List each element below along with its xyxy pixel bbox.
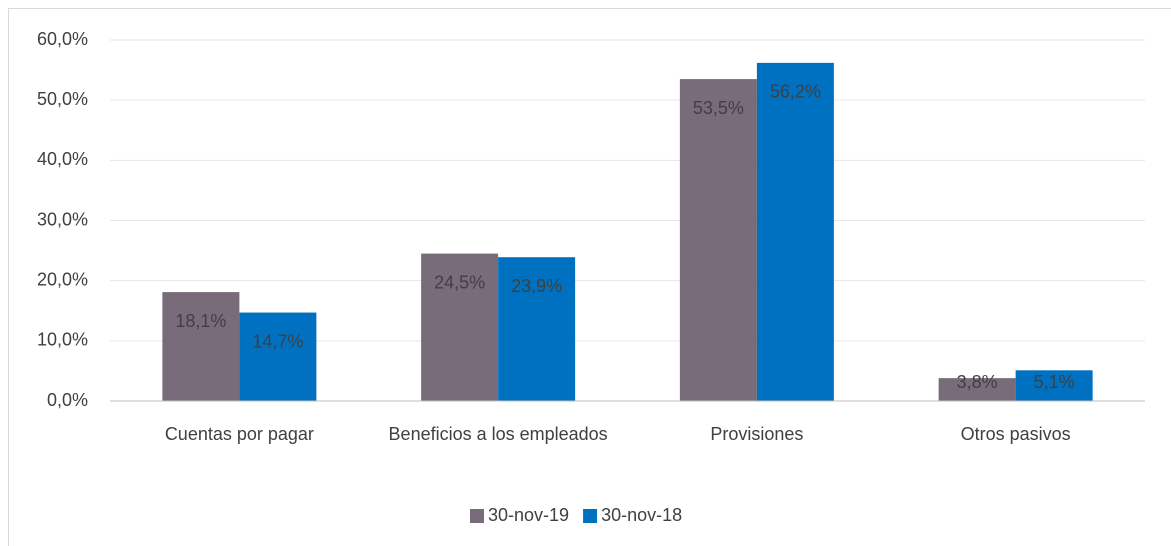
y-tick-label: 10,0%: [37, 330, 88, 350]
bar: [498, 257, 576, 401]
data-label: 3,8%: [957, 372, 998, 392]
bar: [421, 253, 499, 401]
bar: [756, 62, 834, 401]
chart-border: [8, 8, 1171, 546]
y-tick-label: 60,0%: [37, 29, 88, 49]
y-tick-label: 50,0%: [37, 89, 88, 109]
data-label: 18,1%: [175, 311, 226, 331]
data-label: 53,5%: [693, 98, 744, 118]
legend-swatch: [470, 509, 484, 523]
data-label: 56,2%: [770, 82, 821, 102]
y-tick-label: 20,0%: [37, 269, 88, 289]
data-label: 5,1%: [1034, 372, 1075, 392]
y-tick-label: 0,0%: [47, 390, 88, 410]
y-tick-label: 30,0%: [37, 209, 88, 229]
legend-label: 30-nov-18: [601, 505, 682, 525]
bar: [1015, 370, 1093, 401]
data-label: 23,9%: [511, 276, 562, 296]
legend-label: 30-nov-19: [488, 505, 569, 525]
legend-swatch: [583, 509, 598, 523]
x-tick-label: Otros pasivos: [960, 424, 1071, 444]
data-label: 24,5%: [434, 272, 485, 292]
bar: [938, 378, 1016, 401]
bar: [679, 79, 757, 401]
bar: [239, 312, 317, 401]
x-tick-label: Cuentas por pagar: [164, 424, 314, 444]
x-tick-label: Beneficios a los empleados: [388, 424, 608, 444]
x-tick-label: Provisiones: [710, 424, 804, 444]
bar: [162, 292, 240, 401]
data-label: 14,7%: [252, 331, 303, 351]
y-tick-label: 40,0%: [37, 149, 88, 169]
